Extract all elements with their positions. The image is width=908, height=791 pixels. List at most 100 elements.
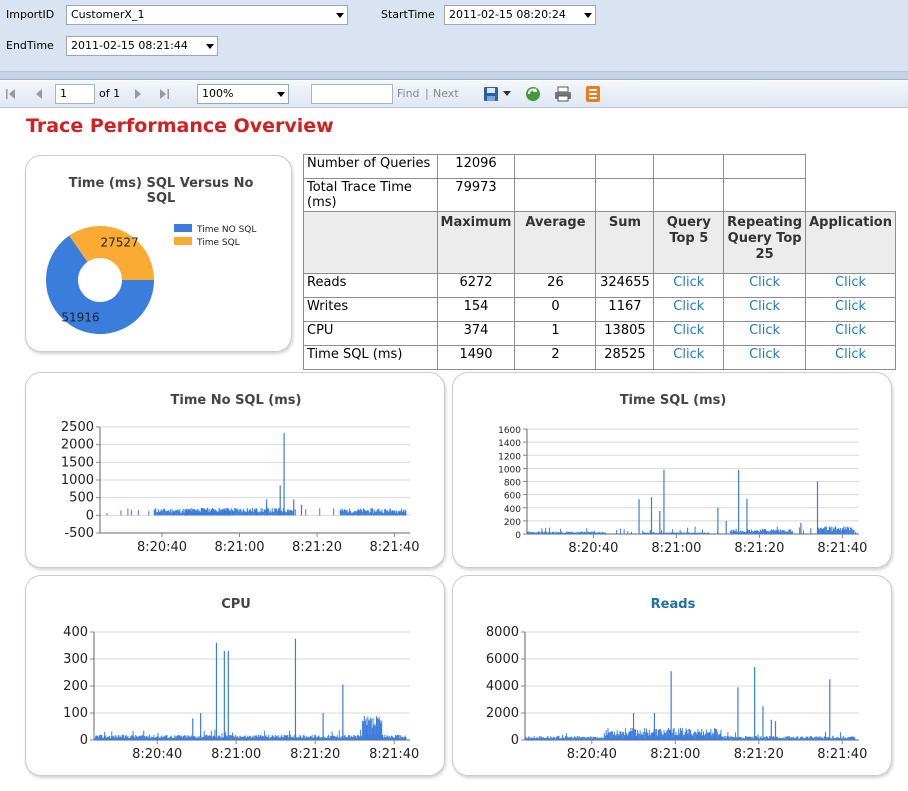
end-time-label: EndTime <box>6 39 54 52</box>
y-tick-label: 8000 <box>486 625 519 640</box>
import-id-select[interactable]: CustomerX_1 <box>66 5 348 25</box>
y-tick-label: 300 <box>63 652 88 667</box>
end-time-value: 2011-02-15 08:21:44 <box>71 39 188 52</box>
chevron-down-icon <box>277 92 285 97</box>
page-number-input[interactable]: 1 <box>55 84 95 104</box>
application-link[interactable]: Click <box>805 321 896 346</box>
chart-title: Time SQL (ms) <box>619 393 727 408</box>
table-row: CPU 374 1 13805 Click Click Click <box>303 321 896 346</box>
y-tick-label: 800 <box>504 479 521 489</box>
parameter-panel: ImportID CustomerX_1 StartTime 2011-02-1… <box>0 0 908 72</box>
y-tick-label: 400 <box>63 625 88 640</box>
time-no-sql-chart: 2500 2000 1500 1000 500 0 -500 8:20:40 8:21:00 8:… <box>61 420 420 555</box>
x-tick-label: 8:21:40 <box>817 747 867 762</box>
y-tick-label: 0 <box>511 733 519 748</box>
zoom-select[interactable]: 100% <box>197 84 289 104</box>
next-page-icon[interactable] <box>132 88 144 100</box>
find-input[interactable] <box>311 84 393 104</box>
parameter-splitter[interactable] <box>0 72 908 80</box>
y-tick-label: 2500 <box>61 420 94 435</box>
export-icon[interactable] <box>482 85 500 103</box>
y-tick-label: 1000 <box>61 473 94 488</box>
x-tick-label: 8:21:20 <box>290 747 340 762</box>
pie-data-label: 27527 <box>100 236 138 250</box>
table-header-row: Maximum Average Sum Query Top 5 Repeatin… <box>303 211 896 274</box>
column-header: Repeating Query Top 25 <box>723 211 807 274</box>
repeating-query-link[interactable]: Click <box>723 345 807 370</box>
summary-value: 12096 <box>436 154 516 179</box>
repeating-query-link[interactable]: Click <box>723 321 807 346</box>
repeating-query-link[interactable]: Click <box>723 297 807 322</box>
export-dropdown-icon[interactable] <box>503 91 511 97</box>
y-tick-label: 0 <box>515 531 521 541</box>
cell-sum: 324655 <box>595 273 655 298</box>
y-tick-label: 1500 <box>61 455 94 470</box>
y-tick-label: 6000 <box>486 652 519 667</box>
summary-value: 79973 <box>436 178 516 212</box>
y-tick-label: 600 <box>504 492 521 502</box>
previous-page-icon[interactable] <box>33 88 45 100</box>
pie-chart-panel: Time (ms) SQL Versus No SQL 51916 27527 Ti… <box>25 155 292 352</box>
legend-swatch <box>174 237 192 245</box>
row-label: Time SQL (ms) <box>303 345 438 370</box>
y-tick-label: 2000 <box>486 706 519 721</box>
legend-label: Time SQL <box>196 238 240 248</box>
cell-avg: 0 <box>514 297 597 322</box>
start-time-select[interactable]: 2011-02-15 08:20:24 <box>444 5 596 25</box>
last-page-icon[interactable] <box>158 88 170 100</box>
report-title: Trace Performance Overview <box>26 115 334 137</box>
table-row: Time SQL (ms) 1490 2 28525 Click Click C… <box>303 345 896 370</box>
next-link[interactable]: Next <box>433 87 459 100</box>
y-tick-label: 1600 <box>498 426 521 436</box>
cell-avg: 2 <box>514 345 597 370</box>
print-icon[interactable] <box>554 85 572 103</box>
query-top5-link[interactable]: Click <box>653 345 725 370</box>
query-top5-link[interactable]: Click <box>653 297 725 322</box>
time-no-sql-chart-panel: Time No SQL (ms) 2500 2000 1500 1000 500 0 -50… <box>25 372 445 568</box>
cell-sum: 28525 <box>595 345 655 370</box>
x-tick-label: 8:21:40 <box>817 541 867 556</box>
start-time-label: StartTime <box>381 8 435 21</box>
time-sql-chart-panel: Time SQL (ms) 1600 1400 1200 1000 800 600 400 2… <box>452 372 892 568</box>
cpu-chart-panel: CPU 400 300 200 100 0 8:20:40 8:21:00 8:21:20 8:… <box>25 575 445 776</box>
x-tick-label: 8:21:00 <box>211 747 261 762</box>
repeating-query-link[interactable]: Click <box>723 273 807 298</box>
chevron-down-icon <box>336 13 344 18</box>
x-tick-label: 8:21:20 <box>734 541 784 556</box>
x-tick-label: 8:20:40 <box>568 541 618 556</box>
table-row: Writes 154 0 1167 Click Click Click <box>303 297 896 322</box>
column-header: Sum <box>595 211 655 274</box>
column-header: Application <box>805 211 896 274</box>
application-link[interactable]: Click <box>805 345 896 370</box>
query-top5-link[interactable]: Click <box>653 321 725 346</box>
application-link[interactable]: Click <box>805 297 896 322</box>
application-link[interactable]: Click <box>805 273 896 298</box>
summary-label: Total Trace Time (ms) <box>303 178 438 212</box>
y-tick-label: 2000 <box>61 438 94 453</box>
pie-chart: 51916 27527 Time NO SQL Time SQL <box>45 224 256 334</box>
cell-avg: 1 <box>514 321 597 346</box>
cell-sum: 1167 <box>595 297 655 322</box>
query-top5-link[interactable]: Click <box>653 273 725 298</box>
stats-table: Number of Queries 12096 Total Trace Time… <box>303 154 896 370</box>
end-time-select[interactable]: 2011-02-15 08:21:44 <box>66 36 218 56</box>
x-tick-label: 8:21:40 <box>369 540 419 555</box>
reads-chart-panel: Reads 8000 6000 4000 2000 0 8:20:40 8:21:00 8:2… <box>452 575 892 776</box>
table-row: Total Trace Time (ms) 79973 <box>303 178 896 212</box>
find-link[interactable]: Find <box>397 87 420 100</box>
page-number-value: 1 <box>60 87 67 100</box>
y-tick-label: 400 <box>504 505 521 515</box>
table-row: Reads 6272 26 324655 Click Click Click <box>303 273 896 298</box>
pie-slice <box>69 226 154 280</box>
y-tick-label: 200 <box>63 679 88 694</box>
refresh-icon[interactable] <box>524 85 542 103</box>
first-page-icon[interactable] <box>5 88 17 100</box>
data-feed-icon[interactable] <box>584 85 602 103</box>
y-tick-label: 1000 <box>498 465 521 475</box>
x-tick-label: 8:21:20 <box>292 540 342 555</box>
zoom-value: 100% <box>202 87 234 100</box>
legend-swatch <box>174 224 192 232</box>
page-count: of 1 <box>99 87 121 100</box>
y-tick-label: 1400 <box>498 439 521 449</box>
start-time-value: 2011-02-15 08:20:24 <box>449 8 566 21</box>
